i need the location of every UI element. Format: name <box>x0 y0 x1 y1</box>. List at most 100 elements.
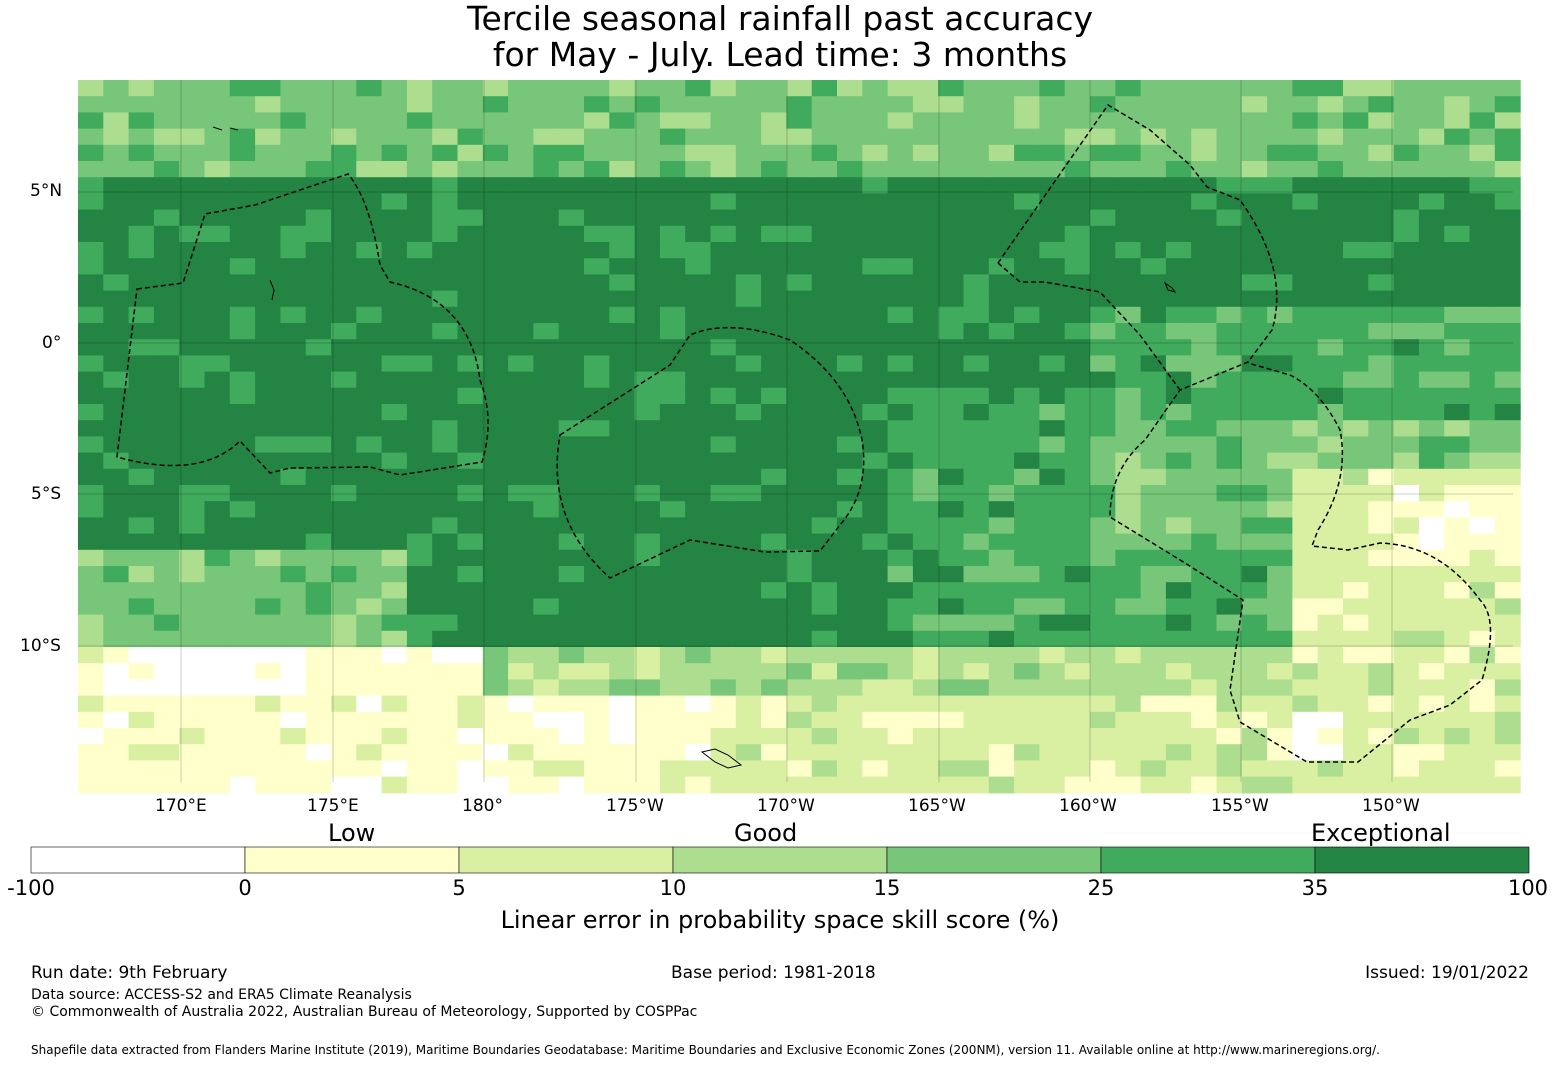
skill-cell <box>1039 647 1066 664</box>
skill-cell <box>1014 695 1040 713</box>
skill-cell <box>558 323 585 340</box>
skill-cell <box>305 371 332 389</box>
skill-cell <box>1469 695 1496 713</box>
skill-cell <box>508 161 534 178</box>
skill-cell <box>912 566 939 583</box>
skill-cell <box>1292 549 1319 567</box>
skill-cell <box>1317 485 1344 502</box>
skill-cell <box>584 501 610 518</box>
skill-cell <box>356 533 383 551</box>
skill-cell <box>128 420 155 437</box>
skill-cell <box>1014 323 1040 340</box>
skill-cell <box>1039 112 1066 130</box>
skill-cell <box>963 598 990 616</box>
skill-cell <box>1393 177 1420 194</box>
skill-cell <box>1165 144 1192 162</box>
skill-cell <box>1292 96 1319 113</box>
skill-cell <box>584 452 610 470</box>
skill-cell <box>837 96 863 113</box>
skill-cell <box>1115 306 1142 324</box>
skill-cell <box>938 630 965 648</box>
skill-cell <box>1368 80 1395 97</box>
skill-cell <box>179 663 206 680</box>
skill-cell <box>1140 225 1167 243</box>
skill-cell <box>508 339 534 356</box>
skill-cell <box>432 776 459 794</box>
skill-cell <box>1444 177 1471 194</box>
skill-cell <box>1191 711 1218 729</box>
skill-cell <box>887 452 914 470</box>
skill-cell <box>634 517 661 535</box>
skill-cell <box>179 728 206 745</box>
skill-cell <box>862 663 889 680</box>
skill-cell <box>229 630 256 648</box>
skill-cell <box>128 468 155 486</box>
skill-cell <box>1216 274 1243 292</box>
skill-cell <box>1216 647 1243 664</box>
skill-cell <box>659 549 686 567</box>
skill-cell <box>735 695 762 713</box>
skill-cell <box>1494 404 1521 421</box>
skill-cell <box>1115 242 1142 259</box>
skill-cell <box>1368 258 1395 275</box>
skill-cell <box>1115 614 1142 632</box>
skill-cell <box>508 501 534 518</box>
skill-cell <box>533 695 560 713</box>
skill-cell <box>558 258 585 275</box>
skill-cell <box>1418 630 1445 648</box>
skill-cell <box>988 96 1015 113</box>
skill-cell <box>1140 711 1167 729</box>
skill-cell <box>331 582 357 599</box>
skill-cell <box>1115 193 1142 211</box>
skill-cell <box>584 728 610 745</box>
skill-cell <box>179 290 206 308</box>
skill-cell <box>1014 80 1040 97</box>
skill-cell <box>837 549 863 567</box>
skill-cell <box>938 80 965 97</box>
skill-cell <box>457 80 484 97</box>
skill-cell <box>78 177 104 194</box>
skill-cell <box>710 339 737 356</box>
skill-cell <box>786 744 813 761</box>
skill-cell <box>280 96 307 113</box>
skill-cell <box>204 663 231 680</box>
skill-cell <box>356 242 383 259</box>
skill-cell <box>609 728 636 745</box>
skill-cell <box>1090 242 1116 259</box>
skill-cell <box>1267 533 1293 551</box>
skill-cell <box>128 177 155 194</box>
skill-cell <box>204 371 231 389</box>
skill-cell <box>1292 274 1319 292</box>
skill-cell <box>609 533 636 551</box>
skill-cell <box>811 533 838 551</box>
skill-cell <box>988 112 1015 130</box>
skill-cell <box>381 776 408 794</box>
skill-cell <box>761 485 787 502</box>
skill-cell <box>1140 193 1167 211</box>
skill-cell <box>837 436 863 454</box>
skill-cell <box>1267 306 1293 324</box>
skill-cell <box>710 614 737 632</box>
skill-cell <box>508 549 534 567</box>
skill-cell <box>1267 679 1293 697</box>
skill-cell <box>305 355 332 373</box>
skill-cell <box>128 112 155 130</box>
skill-cell <box>1494 209 1521 227</box>
skill-cell <box>1014 387 1040 405</box>
skill-cell <box>938 290 965 308</box>
skill-cell <box>1418 355 1445 373</box>
skill-cell <box>482 193 509 211</box>
skill-cell <box>381 112 408 130</box>
skill-cell <box>1090 614 1116 632</box>
skill-cell <box>1140 452 1167 470</box>
skill-cell <box>710 468 737 486</box>
skill-cell <box>508 663 534 680</box>
skill-cell <box>103 744 130 761</box>
skill-cell <box>128 258 155 275</box>
skill-cell <box>811 598 838 616</box>
skill-cell <box>305 387 332 405</box>
skill-cell <box>1064 209 1091 227</box>
skill-cell <box>1444 80 1471 97</box>
skill-cell <box>1191 582 1218 599</box>
skill-cell <box>988 193 1015 211</box>
